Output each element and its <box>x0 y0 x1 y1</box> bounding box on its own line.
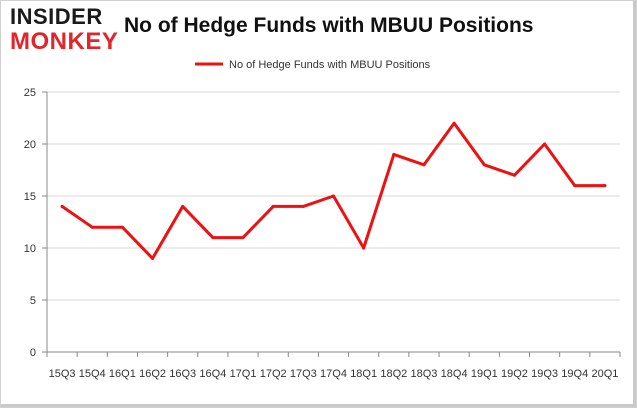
series-line <box>60 121 607 260</box>
x-tick-label: 17Q1 <box>230 368 257 380</box>
x-tick-label: 18Q1 <box>350 368 377 380</box>
logo-line1: INSIDER <box>10 4 103 29</box>
x-tick-label: 16Q1 <box>109 368 136 380</box>
data-point <box>90 225 94 229</box>
data-point <box>181 204 185 208</box>
data-point <box>603 184 607 188</box>
x-tick-label: 16Q2 <box>139 368 166 380</box>
x-tick-label: 17Q3 <box>290 368 317 380</box>
y-tick-label: 0 <box>30 347 36 359</box>
chart-title: No of Hedge Funds with MBUU Positions <box>124 14 534 37</box>
data-point <box>60 204 64 208</box>
x-tick-label: 16Q3 <box>169 368 196 380</box>
x-tick-labels: 15Q3 15Q4 16Q1 16Q2 16Q3 16Q4 17Q1 17Q2 17Q3 17Q4… <box>49 368 619 380</box>
axes <box>42 91 621 357</box>
y-tick-label: 20 <box>24 139 36 151</box>
data-point <box>301 204 305 208</box>
x-tick-label: 17Q2 <box>260 368 287 380</box>
x-tick-label: 19Q1 <box>471 368 498 380</box>
data-point <box>543 142 547 146</box>
legend-label: No of Hedge Funds with MBUU Positions <box>229 59 431 71</box>
x-tick-label: 19Q4 <box>561 368 588 380</box>
data-point <box>332 194 335 198</box>
logo-line2: MONKEY <box>10 28 119 55</box>
x-tick-label: 18Q4 <box>441 368 468 380</box>
x-tick-label: 15Q3 <box>49 368 76 380</box>
insider-monkey-logo: INSIDER MONKEY <box>10 6 120 56</box>
x-tick-label: 17Q4 <box>320 368 347 380</box>
data-point <box>120 225 124 229</box>
data-point <box>482 163 486 167</box>
data-point <box>362 246 366 250</box>
y-tick-label: 5 <box>30 295 36 307</box>
legend: No of Hedge Funds with MBUU Positions <box>195 59 431 71</box>
x-tick-label: 20Q1 <box>591 368 618 380</box>
x-tick-label: 18Q2 <box>380 368 407 380</box>
data-point <box>452 121 456 125</box>
data-point <box>573 184 577 188</box>
data-point <box>392 152 396 156</box>
y-tick-labels: 0 5 10 15 20 25 <box>24 87 36 359</box>
y-tick-label: 10 <box>24 243 36 255</box>
x-tick-label: 15Q4 <box>79 368 106 380</box>
x-tick-label: 19Q2 <box>501 368 528 380</box>
data-point <box>271 204 275 208</box>
y-tick-label: 25 <box>24 87 36 99</box>
data-point <box>512 173 516 177</box>
x-tick-label: 16Q4 <box>199 368 226 380</box>
x-tick-label: 18Q3 <box>411 368 438 380</box>
y-tick-label: 15 <box>24 191 36 203</box>
data-point <box>422 163 426 167</box>
data-point <box>151 256 155 260</box>
data-point <box>241 236 245 240</box>
data-point <box>211 236 215 240</box>
series-layer <box>60 121 607 260</box>
x-tick-label: 19Q3 <box>531 368 558 380</box>
